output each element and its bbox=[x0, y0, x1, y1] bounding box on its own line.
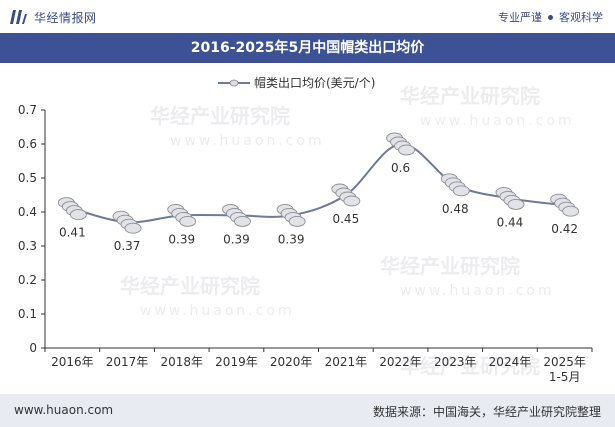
coin-stack-icon bbox=[288, 215, 306, 227]
x-tick-label-line: 2017年 bbox=[106, 355, 149, 369]
y-tick-label: 0.4 bbox=[18, 205, 37, 219]
x-tick-label: 2018年 bbox=[160, 355, 203, 369]
watermark-text: 华经产业研究院 bbox=[120, 274, 260, 298]
y-tick-label: 0.5 bbox=[18, 171, 37, 185]
x-tick-label-line: 2024年 bbox=[489, 355, 532, 369]
x-tick-label-line: 2023年 bbox=[434, 355, 477, 369]
data-point bbox=[331, 183, 361, 207]
data-labels: 0.41 0.37 0.39 0.39 0.39 0.45 0.6 0.48 0.44 0.42 bbox=[59, 161, 578, 253]
x-tick-label: 2025年 1-5月 bbox=[543, 355, 586, 384]
x-tick-label: 2023年 bbox=[434, 355, 477, 369]
data-point bbox=[112, 210, 142, 234]
watermark-url: www.huaon.com bbox=[400, 283, 555, 299]
coin-stack-icon bbox=[398, 144, 415, 156]
x-tick-label-line: 2020年 bbox=[270, 355, 313, 369]
x-tick-label: 2019年 bbox=[215, 355, 258, 369]
title-bar: 2016-2025年5月中国帽类出口均价 bbox=[0, 33, 615, 63]
data-point bbox=[440, 173, 470, 197]
coin-stack-icon bbox=[179, 215, 197, 227]
coin-stack-icon bbox=[233, 215, 251, 227]
legend: 帽类出口均价(美元/个) bbox=[218, 75, 375, 90]
data-label: 0.37 bbox=[114, 239, 141, 253]
coin-stack-icon bbox=[507, 198, 525, 210]
y-ticks: 0 0.1 0.2 0.3 0.4 0.5 0.6 0.7 bbox=[18, 103, 45, 355]
x-tick-label-line: 2025年 bbox=[543, 355, 586, 369]
x-tick-label-line: 2019年 bbox=[215, 355, 258, 369]
x-tick-label: 2022年 bbox=[379, 355, 422, 369]
slogan-right: 客观科学 bbox=[559, 11, 603, 24]
data-markers bbox=[57, 132, 580, 234]
x-tick-label-line: 2016年 bbox=[51, 355, 94, 369]
data-point bbox=[221, 203, 251, 227]
data-label: 0.41 bbox=[59, 226, 86, 240]
x-tick-label: 2020年 bbox=[270, 355, 313, 369]
data-label: 0.39 bbox=[168, 232, 195, 246]
data-point bbox=[386, 132, 415, 156]
slogan-left: 专业严谨 bbox=[498, 11, 542, 24]
watermark-text: 华经产业研究院 bbox=[150, 104, 290, 128]
y-tick-label: 0.1 bbox=[18, 307, 37, 321]
watermark-text: 华经产业研究院 bbox=[400, 354, 540, 378]
watermark-text: 华经产业研究院 bbox=[380, 254, 520, 278]
watermark-url: www.huaon.com bbox=[420, 113, 575, 129]
x-tick-label: 2024年 bbox=[489, 355, 532, 369]
watermark-text: 华经产业研究院 bbox=[400, 84, 540, 108]
brand-name: 华经情报网 bbox=[34, 10, 97, 25]
data-label: 0.48 bbox=[442, 202, 469, 216]
footer-url[interactable]: www.huaon.com bbox=[14, 403, 114, 417]
footer-source: 数据来源：中国海关，华经产业研究院整理 bbox=[372, 405, 601, 419]
y-tick-label: 0.7 bbox=[18, 103, 37, 117]
x-tick-label: 2017年 bbox=[106, 355, 149, 369]
coin-stack-icon bbox=[124, 222, 142, 234]
data-label: 0.42 bbox=[551, 222, 578, 236]
y-tick-label: 0.3 bbox=[18, 239, 37, 253]
brand-logo-icon bbox=[10, 10, 27, 24]
watermarks: 华经产业研究院 www.huaon.com 华经产业研究院 www.huaon.… bbox=[120, 84, 575, 378]
legend-marker-icon bbox=[229, 79, 239, 87]
data-label: 0.6 bbox=[391, 161, 410, 175]
coin-stack-icon bbox=[562, 205, 580, 217]
x-ticks: 2016年 2017年 2018年 2019年 2020年 2021年 2022年 2023年… bbox=[44, 348, 593, 384]
brand[interactable]: 华经情报网 bbox=[8, 7, 97, 27]
line-chart: 华经产业研究院 www.huaon.com 华经产业研究院 www.huaon.… bbox=[18, 75, 593, 384]
y-tick-label: 0 bbox=[29, 341, 37, 355]
y-tick-label: 0.6 bbox=[18, 137, 37, 151]
data-point bbox=[495, 186, 525, 210]
data-point bbox=[57, 197, 87, 221]
footer: www.huaon.com 数据来源：中国海关，华经产业研究院整理 bbox=[0, 394, 615, 427]
legend-label: 帽类出口均价(美元/个) bbox=[254, 75, 375, 90]
x-tick-label: 2021年 bbox=[325, 355, 368, 369]
watermark-url: www.huaon.com bbox=[170, 133, 325, 149]
x-tick-label: 2016年 bbox=[51, 355, 94, 369]
x-tick-label-line: 2021年 bbox=[325, 355, 368, 369]
x-tick-label-line: 2022年 bbox=[379, 355, 422, 369]
coin-stack-icon bbox=[452, 185, 470, 197]
data-label: 0.39 bbox=[223, 232, 250, 246]
data-label: 0.44 bbox=[497, 215, 524, 229]
coin-stack-icon bbox=[343, 195, 361, 207]
x-tick-label-line: 2018年 bbox=[160, 355, 203, 369]
dot-icon bbox=[548, 14, 553, 20]
x-tick-label-line: 1-5月 bbox=[549, 370, 581, 384]
data-label: 0.39 bbox=[278, 232, 305, 246]
slogan: 专业严谨 客观科学 bbox=[498, 9, 603, 25]
chart-title: 2016-2025年5月中国帽类出口均价 bbox=[190, 40, 425, 56]
top-bar: 华经情报网 专业严谨 客观科学 bbox=[0, 0, 615, 33]
data-point bbox=[276, 203, 306, 227]
data-point bbox=[550, 193, 580, 217]
data-point bbox=[167, 203, 197, 227]
coin-stack-icon bbox=[69, 209, 87, 221]
watermark-url: www.huaon.com bbox=[140, 303, 295, 319]
data-label: 0.45 bbox=[332, 212, 359, 226]
y-tick-label: 0.2 bbox=[18, 273, 37, 287]
series-line bbox=[72, 142, 565, 224]
